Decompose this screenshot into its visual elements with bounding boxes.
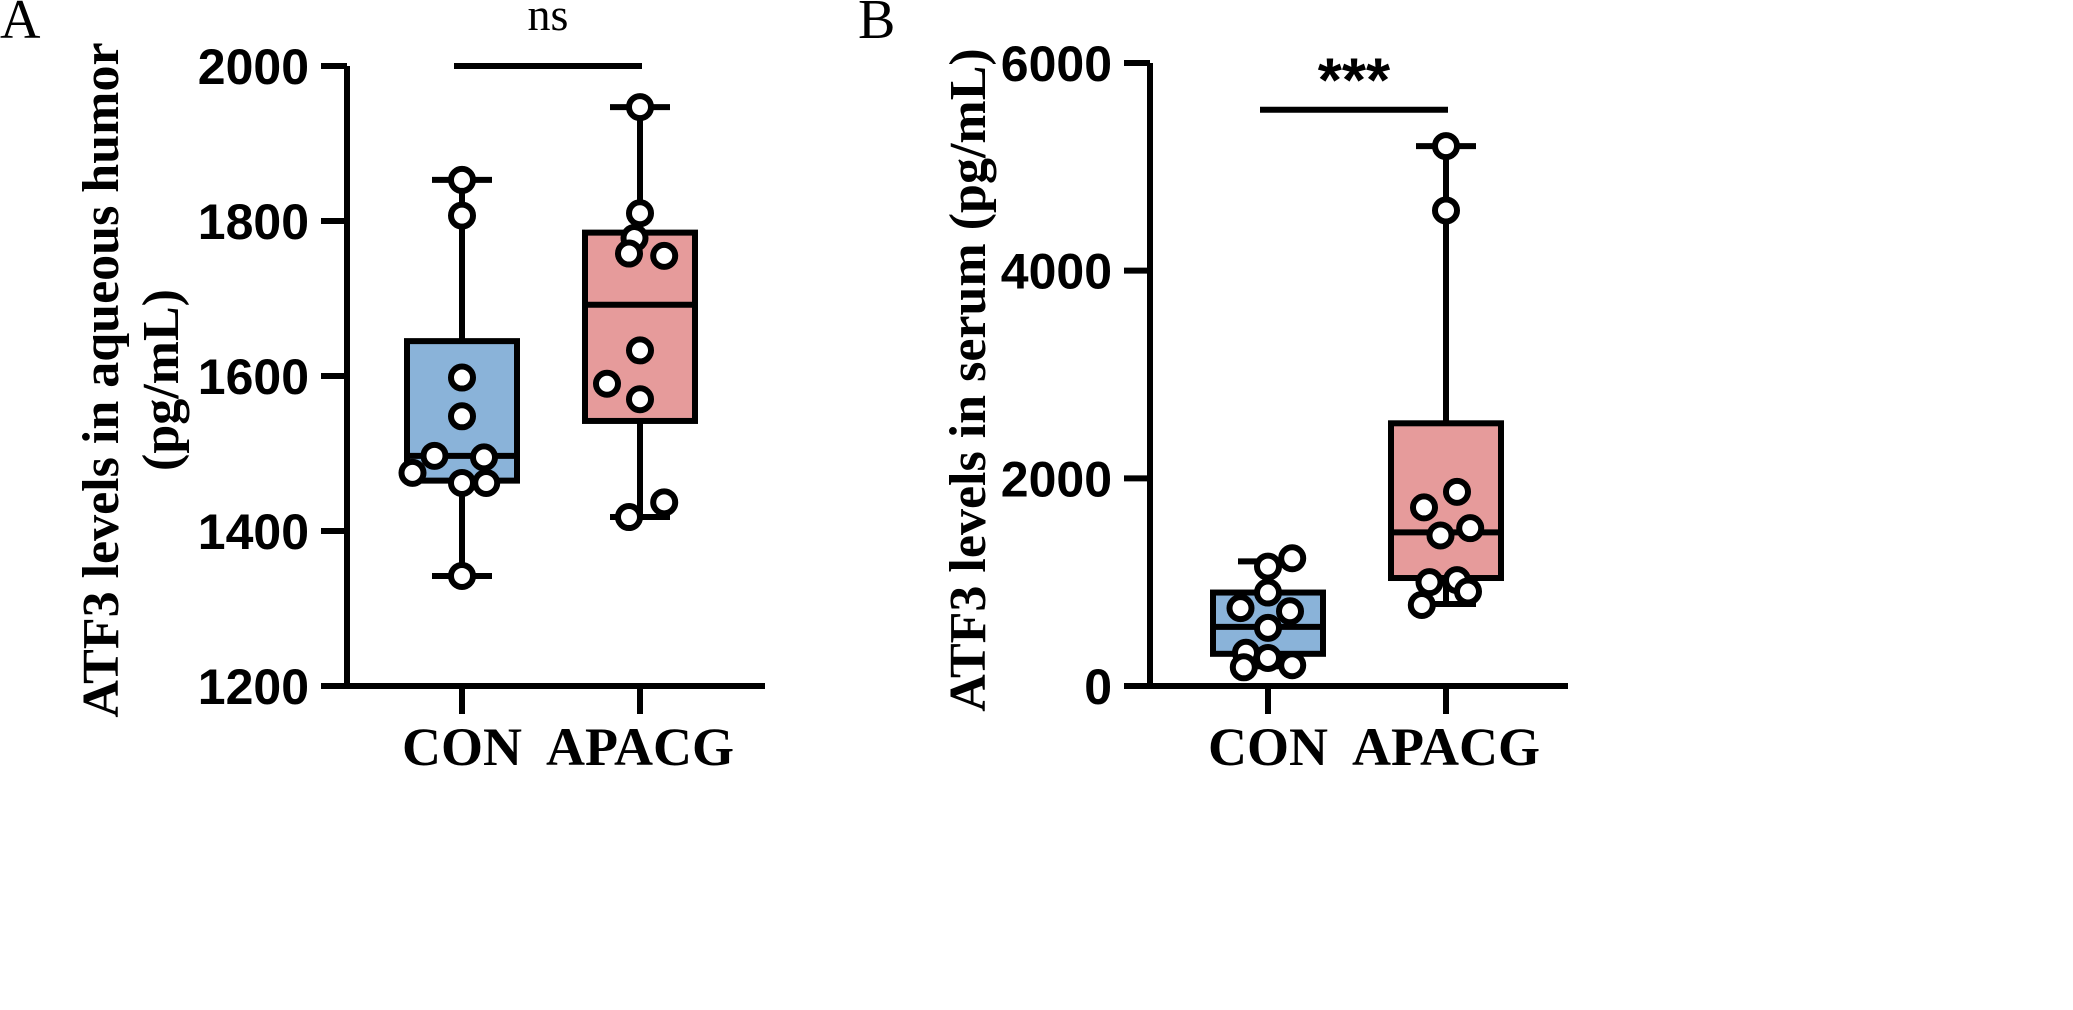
data-point (420, 441, 449, 470)
y-tick-label: 2000 (1001, 451, 1112, 507)
x-tick-label: CON (1208, 717, 1328, 777)
significance-label: ns (528, 0, 569, 40)
y-tick-label: 1800 (198, 194, 309, 250)
data-point (650, 241, 679, 270)
panel-letter: B (858, 0, 895, 51)
data-point (650, 488, 679, 517)
data-point (1278, 544, 1307, 573)
data-point (626, 336, 654, 365)
y-tick-label: 0 (1084, 659, 1112, 715)
data-point (1276, 597, 1304, 626)
x-tick-label: APACG (1352, 717, 1540, 777)
panel-b: B ATF3 levels in serum (pg/mL) 0 2000 4000 60… (858, 0, 1568, 777)
y-tick-label: 2000 (198, 39, 309, 95)
data-point (626, 199, 654, 228)
y-tick-label: 1600 (198, 349, 309, 405)
x-tick-label: CON (402, 717, 522, 777)
panel-a: A ATF3 levels in aqueous humor (pg/mL) 1200… (0, 0, 765, 777)
data-point (1432, 132, 1460, 161)
box-apacg (1388, 420, 1504, 582)
y-tick-label: 1200 (198, 659, 309, 715)
data-point (1254, 643, 1282, 672)
data-point (448, 165, 476, 194)
data-point (1415, 568, 1444, 597)
data-point (1454, 577, 1482, 606)
data-point (470, 443, 498, 472)
y-axis-label: ATF3 levels in serum (pg/mL) (940, 48, 997, 711)
data-point (626, 93, 654, 122)
data-point (1254, 613, 1282, 642)
data-point (593, 369, 621, 398)
data-point (1229, 653, 1258, 682)
data-point (1426, 521, 1455, 550)
significance-label: *** (1318, 47, 1391, 116)
data-point (1443, 477, 1471, 506)
data-point (448, 201, 476, 230)
y-axis-label: ATF3 levels in aqueous humor (73, 42, 130, 717)
data-point (1254, 552, 1282, 581)
data-point (398, 458, 427, 487)
data-point (472, 468, 501, 497)
data-point (1456, 514, 1485, 543)
x-tick-label: APACG (546, 717, 734, 777)
data-point (1410, 493, 1438, 522)
y-tick-label: 6000 (1001, 36, 1112, 92)
data-point (1407, 591, 1436, 620)
data-point (615, 503, 643, 532)
data-point (626, 385, 654, 414)
data-point (1278, 651, 1307, 680)
y-axis-label: (pg/mL) (133, 289, 190, 471)
data-point (1432, 196, 1460, 225)
data-point (448, 468, 476, 497)
y-tick-label: 1400 (198, 504, 309, 560)
data-point (1226, 594, 1255, 623)
data-point (448, 561, 476, 590)
panel-letter: A (0, 0, 41, 51)
data-point (448, 363, 476, 392)
data-point (615, 239, 643, 268)
data-point (448, 402, 476, 431)
data-point (1254, 578, 1282, 607)
y-tick-label: 4000 (1001, 244, 1112, 300)
